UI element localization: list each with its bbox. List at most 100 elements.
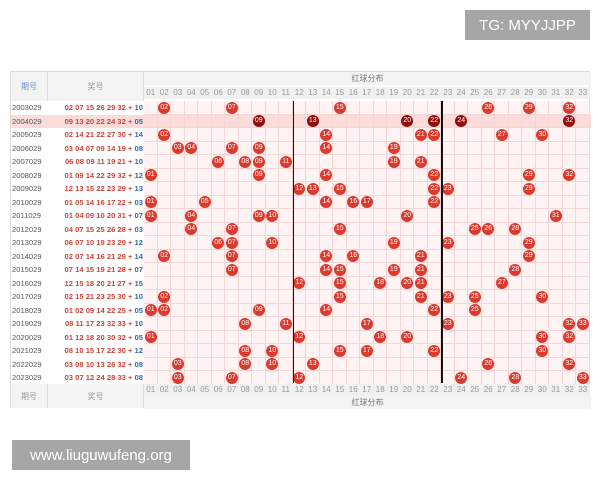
grid-cell: 10 [265, 209, 279, 223]
grid-cell [562, 276, 576, 290]
grid-cell [265, 222, 279, 236]
red-number: 14 [85, 197, 95, 207]
grid-cell [198, 168, 212, 182]
period-number: 2015029 [12, 265, 42, 274]
table-row[interactable]: 2010029 01 05 14 16 17 22 + 03 01 05 14 16 17 2… [11, 195, 591, 209]
column-number: 18 [373, 87, 387, 99]
grid-cell [306, 209, 320, 223]
grid-cell [400, 168, 414, 182]
red-ball: 20 [401, 115, 414, 128]
grid-cell [535, 236, 549, 250]
table-row[interactable]: 2014029 02 07 14 16 21 29 + 14 02 07 14 16 21 2… [11, 249, 591, 263]
grid-cell [319, 276, 333, 290]
grid-cell [535, 101, 549, 115]
grid-cell [576, 222, 590, 236]
table-row[interactable]: 2023029 03 07 12 24 28 33 + 08 03 07 12 24 28 3… [11, 371, 591, 385]
grid-cell [549, 344, 563, 358]
column-number: 07 [225, 87, 239, 99]
red-ball: 29 [522, 250, 535, 263]
grid-cell: 03 [171, 371, 185, 385]
grid-cell [157, 141, 171, 155]
draw-numbers: 01 12 18 20 30 32 + 05 [64, 332, 143, 342]
table-row[interactable]: 2011029 01 04 09 10 20 31 + 07 01 04 09 10 20 3… [11, 209, 591, 223]
table-row[interactable]: 2019029 08 11 17 23 32 33 + 10 08 11 17 23 32 3… [11, 317, 591, 331]
grid-cell [427, 249, 441, 263]
draw-numbers: 02 07 15 26 29 32 + 10 [64, 103, 143, 112]
grid-cell [346, 371, 360, 385]
grid-cell: 14 [319, 263, 333, 277]
red-number: 29 [117, 251, 126, 261]
grid-cell [373, 303, 387, 317]
grid-cell [144, 236, 158, 250]
table-row[interactable]: 2017029 02 15 21 23 25 30 + 10 02 15 21 23 25 3… [11, 290, 591, 304]
red-number: 20 [96, 332, 105, 342]
grid-cell [252, 101, 266, 115]
grid-cell: 20 [400, 276, 414, 290]
red-ball: 05 [198, 196, 211, 209]
grid-cell [198, 101, 212, 115]
table-row[interactable]: 2015029 07 14 15 19 21 28 + 07 07 14 15 19 21 2… [11, 263, 591, 277]
grid-cell [144, 249, 158, 263]
grid-cell [481, 168, 495, 182]
draw-numbers: 06 08 09 11 19 21 + 10 [64, 157, 143, 166]
grid-cell [171, 330, 185, 344]
table-row[interactable]: 2003029 02 07 15 26 29 32 + 10 02 07 15 26 29 3… [11, 101, 591, 115]
grid-cell [306, 222, 320, 236]
grid-cell [333, 303, 347, 317]
red-ball: 30 [536, 331, 549, 344]
grid-cell [360, 168, 374, 182]
grid-cell [144, 101, 158, 115]
grid-cell [306, 303, 320, 317]
grid-cell [252, 128, 266, 142]
grid-cell [441, 276, 455, 290]
grid-cell [441, 263, 455, 277]
grid-cell [171, 249, 185, 263]
table-row[interactable]: 2008029 01 09 14 22 29 32 + 12 01 09 14 22 29 3… [11, 168, 591, 182]
grid-cell [535, 168, 549, 182]
grid-cell: 32 [562, 330, 576, 344]
table-row[interactable]: 2007029 06 08 09 11 19 21 + 10 06 08 09 11 19 2… [11, 155, 591, 169]
blue-number: 10 [134, 103, 143, 112]
grid-cell [400, 290, 414, 304]
red-number: 14 [75, 265, 84, 274]
table-row[interactable]: 2004029 09 13 20 22 24 32 + 05 09 13 20 22 24 3… [11, 114, 591, 128]
grid-cell [198, 371, 212, 385]
red-ball: 21 [414, 250, 427, 263]
grid-cell [468, 263, 482, 277]
red-ball: 09 [252, 169, 265, 182]
grid-cell [238, 195, 252, 209]
red-ball: 02 [158, 101, 171, 114]
table-row[interactable]: 2005029 02 14 21 22 27 30 + 14 02 14 21 22 27 3… [11, 128, 591, 142]
red-ball: 32 [563, 317, 576, 330]
grid-cell [427, 236, 441, 250]
grid-cell [522, 357, 536, 371]
grid-cell [292, 155, 306, 169]
table-row[interactable]: 2006029 03 04 07 09 14 19 + 08 03 04 07 09 14 1… [11, 141, 591, 155]
table-row[interactable]: 2021029 08 10 15 17 22 30 + 12 08 10 15 17 22 3… [11, 344, 591, 358]
grid-cell [265, 128, 279, 142]
table-row[interactable]: 2020029 01 12 18 20 30 32 + 05 01 12 18 20 30 3… [11, 330, 591, 344]
grid-cell: 05 [198, 195, 212, 209]
grid-cell [441, 128, 455, 142]
table-row[interactable]: 2013029 06 07 10 19 23 29 + 12 06 07 10 19 23 2… [11, 236, 591, 250]
grid-cell [238, 114, 252, 128]
header-period[interactable]: 期号 [11, 72, 48, 101]
table-row[interactable]: 2022029 03 08 10 13 26 32 + 08 03 08 10 13 26 3… [11, 357, 591, 371]
column-number: 31 [549, 87, 563, 99]
grid-cell [198, 236, 212, 250]
column-number: 09 [252, 384, 266, 396]
grid-cell: 09 [252, 209, 266, 223]
watermark-telegram: TG: MYYJJPP [465, 10, 590, 40]
grid-cell [360, 371, 374, 385]
grid-cell [306, 344, 320, 358]
grid-cell: 29 [522, 249, 536, 263]
table-row[interactable]: 2016029 12 15 18 20 21 27 + 15 12 15 18 20 21 2… [11, 276, 591, 290]
grid-cell [468, 128, 482, 142]
table-row[interactable]: 2009029 12 13 15 22 23 29 + 13 12 13 15 22 23 2… [11, 182, 591, 196]
grid-cell [373, 236, 387, 250]
table-row[interactable]: 2012029 04 07 15 25 26 28 + 03 04 07 15 25 26 2… [11, 222, 591, 236]
grid-cell [252, 276, 266, 290]
table-row[interactable]: 2018029 01 02 09 14 22 25 + 05 01 02 09 14 22 2… [11, 303, 591, 317]
column-number: 30 [535, 87, 549, 99]
grid-cell: 01 [144, 330, 158, 344]
